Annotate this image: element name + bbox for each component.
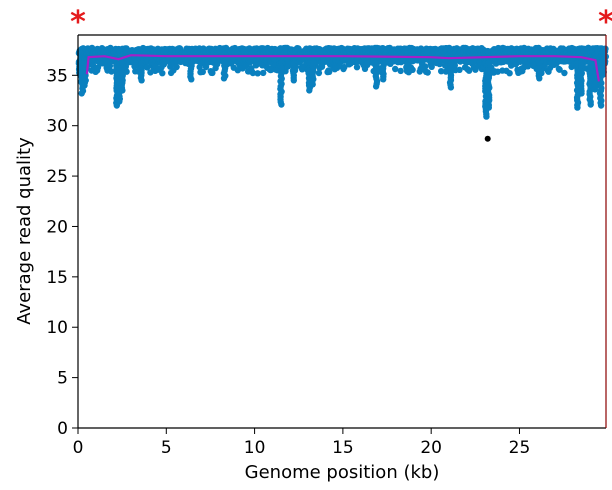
data-point xyxy=(254,70,261,77)
data-point xyxy=(315,69,323,77)
data-point xyxy=(556,66,563,73)
data-point xyxy=(173,63,180,71)
end-marker: * xyxy=(70,5,86,40)
data-point xyxy=(601,45,609,53)
data-point xyxy=(397,67,404,75)
data-point xyxy=(536,75,543,82)
trend-line xyxy=(85,54,600,82)
data-point xyxy=(209,69,216,77)
y-tick-label: 20 xyxy=(46,217,68,237)
data-point xyxy=(380,76,387,83)
data-point xyxy=(587,101,594,108)
x-tick-label: 10 xyxy=(244,438,266,458)
data-point xyxy=(306,87,313,94)
y-tick-label: 5 xyxy=(57,369,68,389)
end-marker: * xyxy=(598,5,612,40)
data-point xyxy=(78,90,85,97)
y-axis-label: Average read quality xyxy=(14,137,35,325)
data-point xyxy=(392,65,399,73)
y-tick-label: 15 xyxy=(46,268,68,288)
y-tick-label: 0 xyxy=(57,419,68,439)
data-point xyxy=(574,104,581,111)
outlier-points xyxy=(484,135,491,142)
data-point xyxy=(409,66,416,74)
y-axis-ticks: 0 5 10 15 20 25 30 35 xyxy=(46,66,78,439)
x-tick-label: 5 xyxy=(161,438,172,458)
data-point xyxy=(447,84,455,91)
data-point xyxy=(249,69,257,77)
data-point xyxy=(278,101,285,108)
data-point xyxy=(353,63,361,71)
data-point xyxy=(290,77,297,84)
y-tick-label: 25 xyxy=(46,167,68,187)
data-point xyxy=(309,81,316,88)
data-point xyxy=(81,82,88,89)
data-point xyxy=(372,83,380,90)
data-point xyxy=(591,86,599,93)
x-tick-label: 0 xyxy=(73,438,84,458)
data-point xyxy=(220,75,228,82)
data-point xyxy=(94,64,102,71)
data-point xyxy=(188,76,195,83)
x-axis-ticks: 0 5 10 15 20 25 xyxy=(73,428,531,458)
data-point xyxy=(597,102,605,109)
data-point xyxy=(485,104,492,111)
data-point xyxy=(199,68,206,76)
data-point xyxy=(428,63,435,70)
x-tick-label: 25 xyxy=(509,438,531,458)
data-point xyxy=(138,77,145,84)
data-point xyxy=(341,63,348,71)
data-point xyxy=(483,113,490,120)
data-point xyxy=(438,68,445,75)
data-point xyxy=(424,69,431,76)
axes-frame xyxy=(77,34,607,429)
data-point xyxy=(159,70,166,77)
y-tick-label: 10 xyxy=(46,318,68,338)
x-axis-label: Genome position (kb) xyxy=(245,462,440,483)
data-point xyxy=(108,68,115,75)
data-point xyxy=(465,67,473,74)
outlier-point xyxy=(484,135,491,142)
data-point xyxy=(506,70,513,77)
end-markers: ** xyxy=(70,5,612,40)
data-point xyxy=(106,62,114,70)
data-point xyxy=(561,69,568,77)
data-point xyxy=(578,90,585,97)
data-point xyxy=(116,98,123,105)
y-tick-label: 30 xyxy=(46,117,68,137)
data-point xyxy=(456,66,463,74)
data-point xyxy=(422,63,429,70)
data-point xyxy=(326,68,333,76)
data-point xyxy=(119,87,126,94)
x-tick-label: 20 xyxy=(420,438,442,458)
y-tick-label: 35 xyxy=(46,66,68,86)
x-tick-label: 15 xyxy=(332,438,354,458)
data-point xyxy=(260,69,267,77)
